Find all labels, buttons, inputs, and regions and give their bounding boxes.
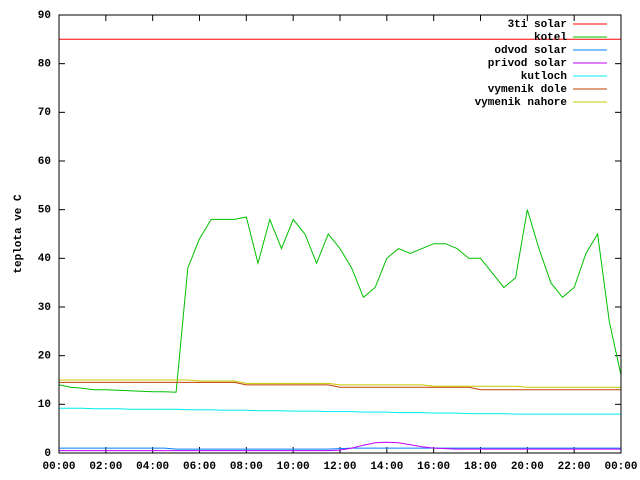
legend-label: 3ti solar	[508, 19, 567, 31]
y-tick-label: 90	[38, 10, 51, 22]
x-tick-label: 10:00	[277, 461, 310, 473]
x-tick-label: 08:00	[230, 461, 263, 473]
legend-label: kutloch	[521, 71, 567, 83]
x-tick-label: 18:00	[464, 461, 497, 473]
legend-label: privod solar	[488, 58, 567, 70]
x-tick-label: 04:00	[136, 461, 169, 473]
series-line	[59, 441, 621, 452]
series-line	[59, 381, 621, 391]
series-line	[58, 209, 622, 393]
x-tick-label: 20:00	[511, 461, 544, 473]
x-tick-label: 00:00	[604, 461, 637, 473]
x-tick-label: 22:00	[558, 461, 591, 473]
y-tick-label: 20	[38, 351, 51, 363]
y-axis-label: teplota ve C	[13, 194, 25, 274]
x-tick-label: 00:00	[42, 461, 75, 473]
legend-label: kotel	[534, 32, 567, 44]
plot-frame	[58, 14, 622, 454]
y-tick-label: 80	[38, 59, 51, 71]
x-tick-label: 14:00	[370, 461, 403, 473]
legend-label: odvod solar	[494, 45, 567, 57]
x-tick-label: 06:00	[183, 461, 216, 473]
y-tick-label: 40	[38, 253, 51, 265]
y-tick-label: 50	[38, 205, 51, 217]
x-tick-label: 02:00	[89, 461, 122, 473]
y-tick-label: 0	[44, 448, 51, 460]
series-line	[59, 407, 621, 415]
x-tick-label: 12:00	[323, 461, 356, 473]
y-tick-label: 30	[38, 302, 51, 314]
series-line	[59, 379, 621, 388]
y-tick-label: 70	[38, 107, 51, 119]
legend-label: vymenik dole	[488, 84, 568, 96]
x-tick-label: 16:00	[417, 461, 450, 473]
series-line	[59, 447, 621, 450]
y-tick-label: 60	[38, 156, 51, 168]
y-tick-label: 10	[38, 399, 51, 411]
legend-label: vymenik nahore	[475, 97, 568, 109]
